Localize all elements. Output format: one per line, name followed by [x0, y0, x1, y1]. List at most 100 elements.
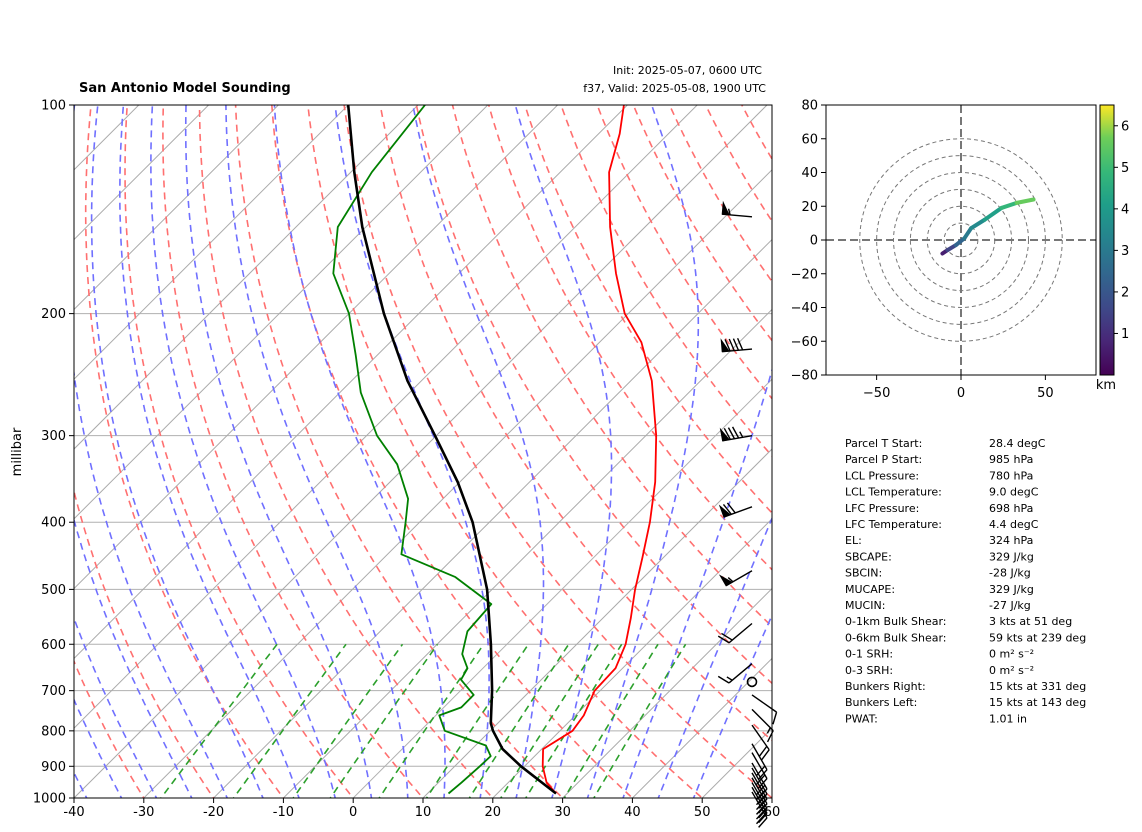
- dry-adiabat: [74, 659, 145, 798]
- barb-full: [758, 798, 768, 809]
- parameter-label: 0-1 SRH:: [845, 648, 893, 661]
- barb-staff: [751, 694, 777, 713]
- y-tick-label: 1000: [33, 792, 66, 807]
- parameter-value: 15 kts at 331 deg: [989, 680, 1086, 693]
- parameter-value: 698 hPa: [989, 502, 1033, 515]
- wind-barb: [751, 786, 768, 824]
- colorbar-ticks: 1 2 3 4 5 6: [1114, 119, 1129, 342]
- calm-circle: [746, 676, 758, 688]
- dry-adiabat: [560, 105, 772, 458]
- barb-full: [755, 794, 766, 806]
- wind-barb: [751, 752, 768, 789]
- isotherm-line: [74, 105, 768, 798]
- dry-adiabat: [198, 105, 494, 798]
- hodo-y-label: 60: [801, 132, 818, 147]
- colorbar-tick-label: 1: [1121, 327, 1129, 342]
- parameter-row: EL: 324 hPa: [845, 534, 1033, 547]
- parameter-value: 329 J/kg: [989, 583, 1034, 596]
- moist-adiabat: [586, 105, 700, 798]
- moist-adiabat: [657, 516, 772, 798]
- colorbar-tick-label: 3: [1121, 244, 1129, 259]
- wind-barb: [719, 426, 753, 442]
- wind-barb: [717, 663, 753, 684]
- hodo-y-label: −40: [791, 301, 818, 316]
- moist-adiabat: [514, 105, 613, 798]
- parameter-label: SBCIN:: [845, 567, 882, 580]
- isotherm-line: [74, 105, 210, 241]
- moist-adiabat: [0, 90, 59, 813]
- wind-barbs: [717, 200, 778, 828]
- moist-adiabat: [273, 105, 446, 798]
- parameter-value: 4.4 degC: [989, 518, 1039, 531]
- barb-full: [721, 632, 733, 641]
- wind-barb: [751, 694, 778, 725]
- moist-adiabat: [90, 105, 264, 798]
- barb-flag: [719, 427, 731, 442]
- wind-barb: [751, 762, 768, 799]
- dry-adiabat: [415, 105, 772, 685]
- wind-barb: [718, 502, 753, 518]
- parameter-label: 0-1km Bulk Shear:: [845, 615, 947, 628]
- parameter-table: Parcel T Start: 28.4 degC Parcel P Start: 9…: [845, 437, 1086, 725]
- parameter-value: 985 hPa: [989, 453, 1033, 466]
- barb-half: [766, 727, 771, 734]
- parameter-value: 28.4 degC: [989, 437, 1046, 450]
- dry-adiabat: [343, 105, 772, 798]
- parameter-row: MUCAPE: 329 J/kg: [845, 583, 1034, 596]
- mixing-ratio-line: [563, 643, 659, 798]
- barb-full: [717, 675, 730, 684]
- barb-staff: [751, 762, 768, 790]
- barb-full: [717, 635, 730, 644]
- colorbar-tick-label: 2: [1121, 285, 1129, 300]
- barb-full: [755, 774, 766, 785]
- parameter-label: Parcel T Start:: [845, 437, 922, 450]
- colorbar-label: km: [1096, 378, 1116, 393]
- barb-full: [727, 427, 736, 440]
- chart-title: San Antonio Model Sounding: [79, 81, 291, 96]
- parameter-row: PWAT: 1.01 in: [845, 712, 1027, 725]
- dry-adiabat: [234, 105, 564, 798]
- barb-staff: [751, 772, 768, 800]
- x-tick-label: -10: [273, 805, 294, 820]
- y-tick-label: 600: [41, 638, 66, 653]
- barb-staff: [728, 622, 753, 644]
- x-tick-label: 20: [485, 805, 502, 820]
- parameter-row: Bunkers Right: 15 kts at 331 deg: [845, 680, 1086, 693]
- wind-barb: [751, 743, 768, 780]
- parameter-row: SBCAPE: 329 J/kg: [845, 550, 1034, 563]
- y-tick-label: 100: [41, 99, 66, 114]
- barb-flag: [721, 200, 730, 216]
- barb-full: [755, 804, 766, 815]
- parameter-label: MUCAPE:: [845, 583, 895, 596]
- moist-adiabat: [74, 517, 193, 798]
- y-tick-label: 900: [41, 760, 66, 775]
- colorbar-tick-label: 6: [1121, 119, 1129, 134]
- parameter-label: SBCAPE:: [845, 550, 892, 563]
- wind-barb: [721, 200, 753, 218]
- mixing-ratio-line: [592, 643, 687, 798]
- barb-full: [758, 745, 768, 757]
- parameter-label: 0-3 SRH:: [845, 664, 893, 677]
- barb-full: [758, 812, 768, 824]
- barb-full: [732, 338, 740, 351]
- isotherm-line: [74, 105, 629, 660]
- barb-flag: [718, 504, 732, 518]
- barb-full: [758, 769, 768, 780]
- parameter-value: 9.0 degC: [989, 486, 1039, 499]
- isotherm-line: [74, 105, 698, 729]
- parameter-value: 780 hPa: [989, 469, 1033, 482]
- parameter-value: 0 m² s⁻²: [989, 648, 1034, 661]
- x-tick-label: 0: [349, 805, 357, 820]
- x-tick-label: -30: [133, 805, 154, 820]
- parameter-row: SBCIN: -28 J/kg: [845, 567, 1031, 580]
- moist-adiabat: [225, 105, 409, 798]
- parameter-row: 0-3 SRH: 0 m² s⁻²: [845, 664, 1034, 677]
- temperature-profile: [541, 105, 658, 795]
- height-colorbar: [1099, 104, 1115, 376]
- barb-half: [727, 577, 734, 583]
- parameter-row: Bunkers Left: 15 kts at 143 deg: [845, 696, 1086, 709]
- barb-full: [724, 339, 731, 352]
- parameter-row: MUCIN: -27 J/kg: [845, 599, 1031, 612]
- parameter-value: 15 kts at 143 deg: [989, 696, 1086, 709]
